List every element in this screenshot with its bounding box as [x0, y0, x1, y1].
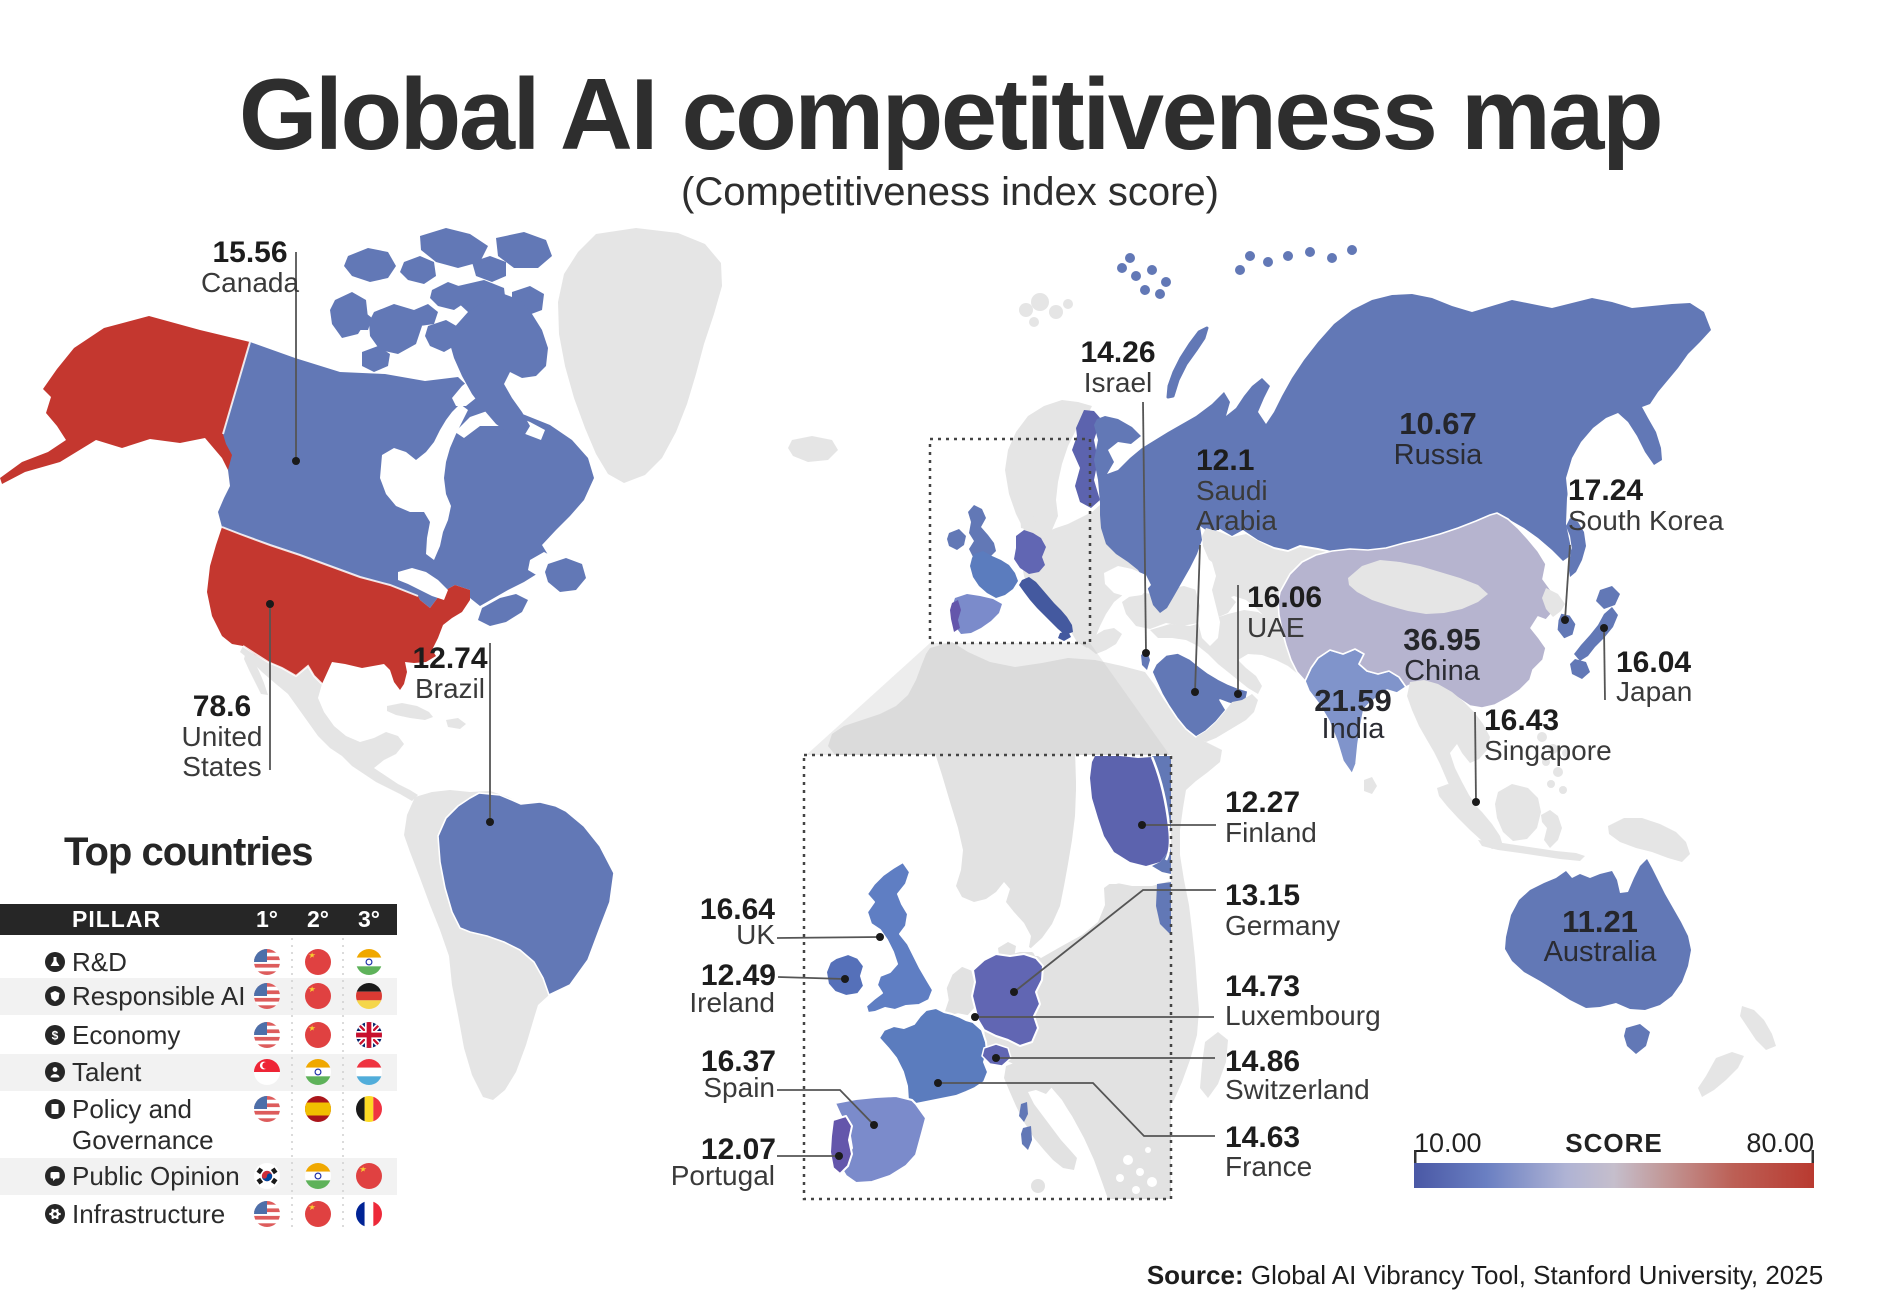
svg-text:Ireland: Ireland — [689, 987, 775, 1018]
svg-text:2°: 2° — [307, 906, 329, 932]
svg-text:16.64: 16.64 — [700, 893, 775, 926]
svg-text:12.1: 12.1 — [1196, 444, 1254, 477]
svg-text:10.00: 10.00 — [1414, 1128, 1482, 1158]
svg-text:States: States — [182, 751, 261, 782]
svg-text:Russia: Russia — [1394, 439, 1484, 471]
svg-text:14.73: 14.73 — [1225, 970, 1300, 1003]
svg-text:16.37: 16.37 — [701, 1045, 776, 1078]
svg-text:South Korea: South Korea — [1568, 505, 1724, 536]
svg-text:Policy and: Policy and — [72, 1094, 192, 1124]
svg-text:PILLAR: PILLAR — [72, 906, 161, 932]
svg-text:Brazil: Brazil — [415, 673, 485, 704]
svg-text:36.95: 36.95 — [1403, 622, 1481, 657]
svg-text:14.63: 14.63 — [1225, 1121, 1300, 1154]
svg-text:16.43: 16.43 — [1484, 704, 1559, 737]
svg-text:SCORE: SCORE — [1565, 1128, 1662, 1158]
svg-text:17.24: 17.24 — [1568, 474, 1643, 507]
svg-text:Japan: Japan — [1616, 676, 1692, 707]
svg-text:1°: 1° — [256, 906, 278, 932]
svg-text:Economy: Economy — [72, 1020, 180, 1050]
svg-text:UK: UK — [736, 919, 775, 950]
svg-text:Israel: Israel — [1084, 367, 1152, 398]
svg-text:Responsible AI: Responsible AI — [72, 981, 245, 1011]
svg-text:3°: 3° — [358, 906, 380, 932]
svg-text:12.49: 12.49 — [701, 959, 776, 992]
svg-text:Saudi: Saudi — [1196, 475, 1268, 506]
svg-text:Spain: Spain — [703, 1072, 775, 1103]
svg-text:Infrastructure: Infrastructure — [72, 1199, 225, 1229]
svg-text:Arabia: Arabia — [1196, 505, 1277, 536]
svg-text:14.86: 14.86 — [1225, 1045, 1300, 1078]
svg-text:14.26: 14.26 — [1080, 336, 1155, 369]
svg-text:16.06: 16.06 — [1247, 581, 1322, 614]
svg-text:India: India — [1322, 713, 1386, 745]
svg-text:Luxembourg: Luxembourg — [1225, 1000, 1381, 1031]
svg-text:Singapore: Singapore — [1484, 735, 1612, 766]
svg-text:China: China — [1404, 655, 1481, 687]
svg-text:R&D: R&D — [72, 947, 127, 977]
svg-text:Australia: Australia — [1544, 936, 1658, 968]
svg-text:12.74: 12.74 — [412, 642, 487, 675]
svg-text:Switzerland: Switzerland — [1225, 1074, 1370, 1105]
svg-text:78.6: 78.6 — [193, 690, 251, 723]
svg-text:21.59: 21.59 — [1314, 683, 1392, 718]
svg-text:Talent: Talent — [72, 1057, 142, 1087]
svg-text:UAE: UAE — [1247, 612, 1305, 643]
svg-text:United: United — [182, 721, 263, 752]
svg-text:80.00: 80.00 — [1746, 1128, 1814, 1158]
svg-text:12.07: 12.07 — [701, 1133, 776, 1166]
svg-text:13.15: 13.15 — [1225, 879, 1300, 912]
svg-text:Portugal: Portugal — [671, 1160, 775, 1191]
svg-text:12.27: 12.27 — [1225, 786, 1300, 819]
svg-text:11.21: 11.21 — [1562, 904, 1638, 939]
svg-text:10.67: 10.67 — [1399, 406, 1477, 441]
svg-text:Finland: Finland — [1225, 817, 1317, 848]
svg-text:Canada: Canada — [201, 267, 300, 298]
svg-text:Governance: Governance — [72, 1125, 214, 1155]
svg-text:16.04: 16.04 — [1616, 646, 1691, 679]
svg-text:Germany: Germany — [1225, 910, 1340, 941]
svg-text:Public Opinion: Public Opinion — [72, 1161, 240, 1191]
svg-text:15.56: 15.56 — [212, 236, 287, 269]
svg-text:$: $ — [52, 1029, 59, 1043]
svg-text:France: France — [1225, 1151, 1312, 1182]
